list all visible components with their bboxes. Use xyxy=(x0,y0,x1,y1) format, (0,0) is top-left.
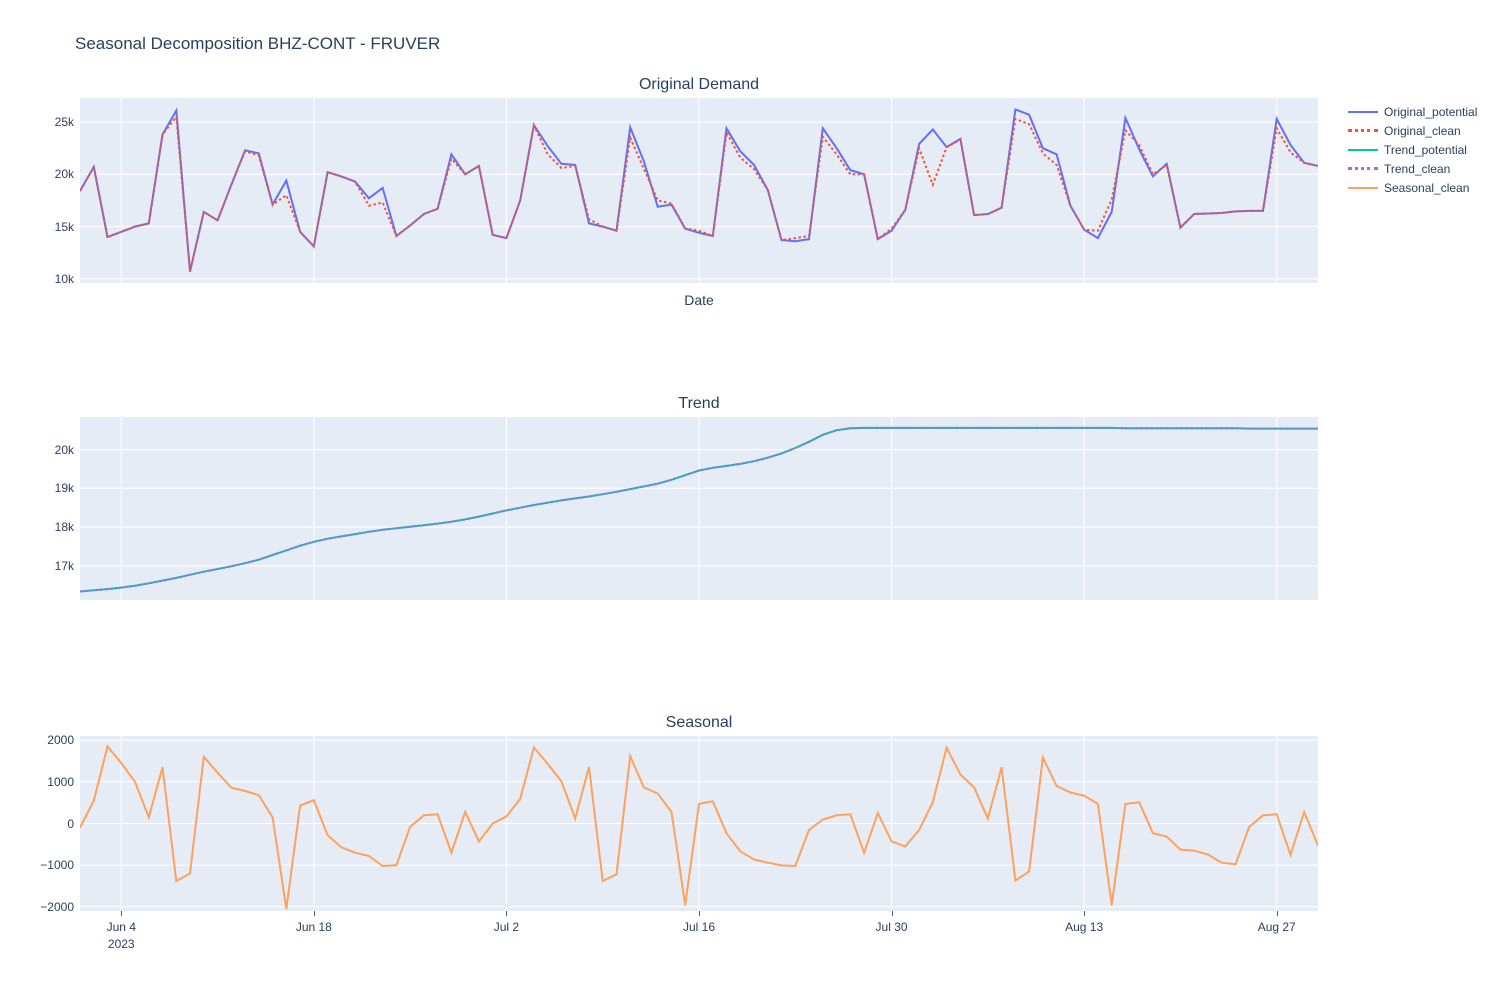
x-tick-mark xyxy=(699,911,700,916)
legend-line-sample xyxy=(1348,129,1378,132)
y-tick-label: 20k xyxy=(54,167,74,182)
y-tick-label: 10k xyxy=(54,271,74,286)
y-tick-label: 18k xyxy=(54,520,74,535)
series-original_potential xyxy=(80,107,1318,272)
x-tick-label: Aug 13 xyxy=(1065,920,1104,934)
legend-label: Trend_potential xyxy=(1384,142,1467,157)
y-tick-label: −2000 xyxy=(40,899,74,914)
seasonal-plot-area[interactable] xyxy=(80,736,1318,911)
x-tick-mark xyxy=(313,911,315,916)
subplot-title-original-demand: Original Demand xyxy=(638,76,760,93)
x-tick-mark xyxy=(1276,911,1278,916)
legend-item-original-potential[interactable]: Original_potential xyxy=(1348,102,1477,121)
figure-title: Seasonal Decomposition BHZ-CONT - FRUVER xyxy=(75,34,441,53)
y-tick-label: 25k xyxy=(54,115,74,130)
legend-line-sample xyxy=(1348,167,1378,170)
x-tick-label: Jul 2 xyxy=(493,920,520,934)
x-tick-label: Jun 4 xyxy=(106,920,136,934)
y-tick-label: 2000 xyxy=(47,733,74,748)
original-demand-plot-area[interactable] xyxy=(80,98,1318,283)
x-tick-label: Jul 30 xyxy=(875,920,908,934)
trend-svg[interactable] xyxy=(80,417,1318,600)
x-tick-mark xyxy=(1084,911,1086,916)
y-tick-label: 15k xyxy=(54,219,74,234)
legend-line-sample xyxy=(1348,110,1378,113)
legend-label: Original_potential xyxy=(1384,104,1478,119)
legend-label: Trend_clean xyxy=(1384,161,1451,176)
x-tick-year-label: 2023 xyxy=(107,937,135,951)
y-tick-label: 17k xyxy=(54,558,74,573)
x-tick-label: Aug 27 xyxy=(1257,920,1296,934)
seasonal-svg[interactable] xyxy=(80,736,1318,911)
y-tick-label: −1000 xyxy=(40,858,74,873)
subplot-title-seasonal: Seasonal xyxy=(665,714,733,731)
subplot-title-trend: Trend xyxy=(678,395,720,412)
original-demand-svg[interactable] xyxy=(80,98,1318,283)
legend-item-original-clean[interactable]: Original_clean xyxy=(1348,121,1477,140)
trend-plot-area[interactable] xyxy=(80,417,1318,600)
x-axis-title-date: Date xyxy=(684,292,714,308)
legend-label: Original_clean xyxy=(1384,123,1461,138)
y-tick-label: 19k xyxy=(54,481,74,496)
legend-line-sample xyxy=(1348,148,1378,151)
x-tick-mark xyxy=(506,911,508,916)
y-tick-label: 1000 xyxy=(47,774,74,789)
series-trend_clean xyxy=(80,426,1318,593)
x-tick-mark xyxy=(121,911,123,916)
legend-label: Seasonal_clean xyxy=(1384,180,1470,195)
series-seasonal_clean xyxy=(80,744,1318,910)
legend-item-seasonal-clean[interactable]: Seasonal_clean xyxy=(1348,178,1477,197)
legend: Original_potential Original_clean Trend_po… xyxy=(1348,102,1477,197)
legend-line-sample xyxy=(1348,186,1378,189)
y-tick-label: 20k xyxy=(54,442,74,457)
x-tick-mark xyxy=(891,911,893,916)
legend-item-trend-clean[interactable]: Trend_clean xyxy=(1348,159,1477,178)
y-tick-label: 0 xyxy=(67,816,74,831)
x-tick-label: Jun 18 xyxy=(295,920,332,934)
legend-item-trend-potential[interactable]: Trend_potential xyxy=(1348,140,1477,159)
x-tick-label: Jul 16 xyxy=(682,920,716,934)
series-original_clean xyxy=(80,114,1318,272)
